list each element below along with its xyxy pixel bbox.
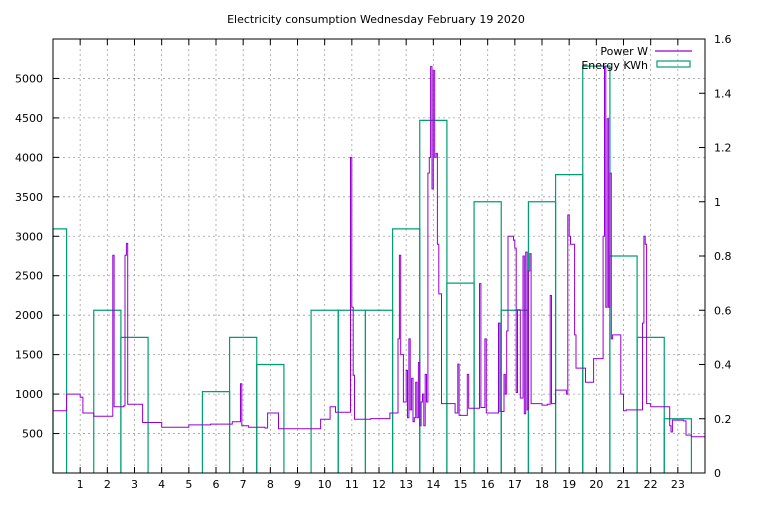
energy-bar — [636, 336, 665, 473]
x-tick-label: 23 — [671, 478, 685, 491]
x-tick-label: 4 — [158, 478, 165, 491]
x-tick-label: 21 — [617, 478, 631, 491]
legend: Power W Energy KWh — [581, 45, 692, 72]
x-tick-label: 2 — [104, 478, 111, 491]
power-w-series — [53, 66, 705, 438]
y-tick-label: 5000 — [15, 72, 43, 85]
y2-tick-label: 0 — [714, 467, 721, 480]
x-tick-label: 9 — [294, 478, 301, 491]
x-tick-label: 17 — [508, 478, 522, 491]
x-tick-label: 10 — [318, 478, 332, 491]
x-tick-label: 11 — [345, 478, 359, 491]
x-tick-label: 13 — [399, 478, 413, 491]
x-tick-label: 18 — [535, 478, 549, 491]
y2-tick-label: 1.2 — [714, 142, 732, 155]
y-tick-label: 4500 — [15, 112, 43, 125]
energy-bar — [663, 418, 693, 473]
x-tick-label: 22 — [644, 478, 658, 491]
energy-bar — [256, 363, 285, 473]
x-tick-label: 3 — [131, 478, 138, 491]
x-tick-label: 7 — [240, 478, 247, 491]
y-tick-label: 500 — [22, 428, 43, 441]
x-tick-label: 15 — [454, 478, 468, 491]
power-line — [53, 66, 705, 438]
y2-tick-label: 0.4 — [714, 359, 732, 372]
x-tick-label: 6 — [213, 478, 220, 491]
y2-tick-label: 0.2 — [714, 413, 732, 426]
y-tick-label: 3500 — [15, 191, 43, 204]
x-tick-label: 19 — [562, 478, 576, 491]
x-tick-label: 14 — [426, 478, 440, 491]
legend-label-power: Power W — [600, 45, 648, 58]
y-tick-label: 2500 — [15, 270, 43, 283]
y-tick-label: 2000 — [15, 309, 43, 322]
y2-tick-label: 1 — [714, 196, 721, 209]
x-tick-label: 5 — [185, 478, 192, 491]
y-tick-label: 1000 — [15, 388, 43, 401]
y-tick-label: 1500 — [15, 349, 43, 362]
legend-label-energy: Energy KWh — [581, 59, 648, 72]
legend-swatch-energy — [656, 60, 691, 68]
x-tick-label: 20 — [589, 478, 603, 491]
x-tick-label: 8 — [267, 478, 274, 491]
y-tick-label: 4000 — [15, 151, 43, 164]
y-tick-label: 3000 — [15, 230, 43, 243]
y2-tick-label: 0.6 — [714, 304, 732, 317]
energy-bar — [473, 201, 502, 473]
axis-ticks: 1 2 3 4 5 6 7 8 9 10 11 12 13 14 15 16 17 18 19 20 21 22 23500… — [15, 33, 732, 491]
x-tick-label: 12 — [372, 478, 386, 491]
y2-tick-label: 1.6 — [714, 33, 732, 46]
y2-tick-label: 0.8 — [714, 250, 732, 263]
x-tick-label: 1 — [77, 478, 84, 491]
energy-kwh-series — [52, 65, 693, 473]
energy-bar — [52, 228, 68, 473]
y2-tick-label: 1.4 — [714, 87, 732, 100]
chart-title: Electricity consumption Wednesday Februa… — [227, 13, 525, 26]
energy-bar — [120, 336, 149, 473]
x-tick-label: 16 — [481, 478, 495, 491]
